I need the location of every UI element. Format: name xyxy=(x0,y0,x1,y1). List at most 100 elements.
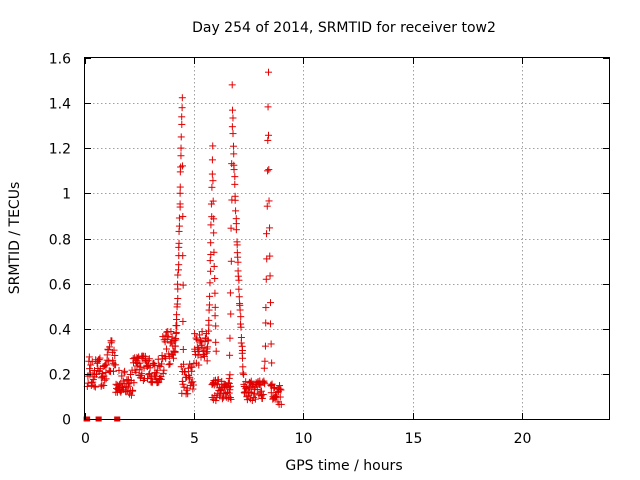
y-tick-label: 1.6 xyxy=(49,52,71,68)
data-point xyxy=(264,167,272,175)
y-tick-label: 0 xyxy=(62,413,71,429)
data-point xyxy=(109,367,117,375)
data-point xyxy=(237,313,245,321)
data-point xyxy=(263,230,271,238)
data-point xyxy=(250,393,258,401)
data-point xyxy=(206,279,214,287)
data-point xyxy=(210,248,218,256)
data-point xyxy=(179,162,187,170)
data-point xyxy=(101,376,109,384)
data-point xyxy=(232,226,240,234)
data-point xyxy=(209,142,217,150)
data-point xyxy=(236,306,244,314)
data-point xyxy=(260,378,268,386)
data-point xyxy=(258,394,266,402)
data-point xyxy=(210,215,218,223)
data-point xyxy=(227,224,235,232)
y-ticks: 0 0.2 0.4 0.6 0.8 1 1.2 1.4 1.6 xyxy=(49,52,609,429)
data-point xyxy=(145,355,153,363)
data-point xyxy=(208,156,216,164)
y-axis-label: SRMTID / TECUs xyxy=(7,182,23,295)
data-point xyxy=(175,239,183,247)
data-point xyxy=(90,382,98,390)
y-tick-label: 0.4 xyxy=(49,323,71,339)
data-point xyxy=(189,378,197,386)
data-point xyxy=(146,364,154,372)
data-point xyxy=(265,131,273,139)
data-point xyxy=(263,202,271,210)
data-point xyxy=(212,338,220,346)
data-point xyxy=(256,389,264,397)
data-point xyxy=(235,276,243,284)
data-point xyxy=(133,354,141,362)
data-point xyxy=(100,381,108,389)
data-point xyxy=(266,224,274,232)
x-tick-label: 10 xyxy=(295,431,313,447)
data-point xyxy=(173,311,181,319)
data-point xyxy=(229,114,237,122)
data-point xyxy=(257,387,265,395)
data-point xyxy=(243,396,251,404)
data-point xyxy=(226,289,234,297)
data-point xyxy=(167,328,175,336)
data-point xyxy=(265,197,273,205)
data-point xyxy=(193,336,201,344)
data-point xyxy=(158,360,166,368)
data-point xyxy=(171,342,179,350)
data-point xyxy=(195,348,203,356)
data-point xyxy=(240,370,248,378)
data-point xyxy=(196,336,204,344)
data-point xyxy=(174,271,182,279)
data-point xyxy=(106,343,114,351)
data-point xyxy=(109,356,117,364)
data-point xyxy=(229,106,237,114)
data-point xyxy=(231,180,239,188)
data-point xyxy=(231,196,239,204)
data-point xyxy=(211,274,219,282)
data-point xyxy=(176,189,184,197)
x-tick-label: 15 xyxy=(405,431,423,447)
data-point xyxy=(172,336,180,344)
data-point xyxy=(266,272,274,280)
data-point xyxy=(157,375,165,383)
data-point xyxy=(127,371,135,379)
data-point xyxy=(160,366,168,374)
data-point xyxy=(262,275,270,283)
data-point xyxy=(163,345,171,353)
data-point xyxy=(265,166,273,174)
data-point xyxy=(239,354,247,362)
data-point xyxy=(212,397,220,405)
data-point xyxy=(229,130,237,138)
data-point xyxy=(207,200,215,208)
data-point xyxy=(266,320,274,328)
data-point xyxy=(175,261,183,269)
data-point xyxy=(262,319,270,327)
x-tick-label: 0 xyxy=(81,431,90,447)
data-point xyxy=(205,327,213,335)
data-point xyxy=(268,359,276,367)
data-point xyxy=(229,142,237,150)
data-point xyxy=(276,382,284,390)
data-point xyxy=(159,369,167,377)
data-point xyxy=(211,312,219,320)
data-point xyxy=(163,328,171,336)
data-point xyxy=(206,257,214,265)
data-point xyxy=(259,390,267,398)
data-point xyxy=(121,367,129,375)
data-point xyxy=(232,207,240,215)
chart-title: Day 254 of 2014, SRMTID for receiver tow… xyxy=(192,20,496,36)
data-point xyxy=(264,103,272,111)
x-tick-label: 20 xyxy=(514,431,532,447)
data-point xyxy=(225,379,233,387)
data-point xyxy=(208,170,216,178)
x-tick-label: 5 xyxy=(190,431,199,447)
data-point xyxy=(105,357,113,365)
data-point xyxy=(135,353,143,361)
data-point xyxy=(251,390,259,398)
data-point xyxy=(276,385,284,393)
data-point xyxy=(208,183,216,191)
data-point xyxy=(253,385,261,393)
data-point xyxy=(108,337,116,345)
data-point xyxy=(148,378,156,386)
data-point xyxy=(177,163,185,171)
